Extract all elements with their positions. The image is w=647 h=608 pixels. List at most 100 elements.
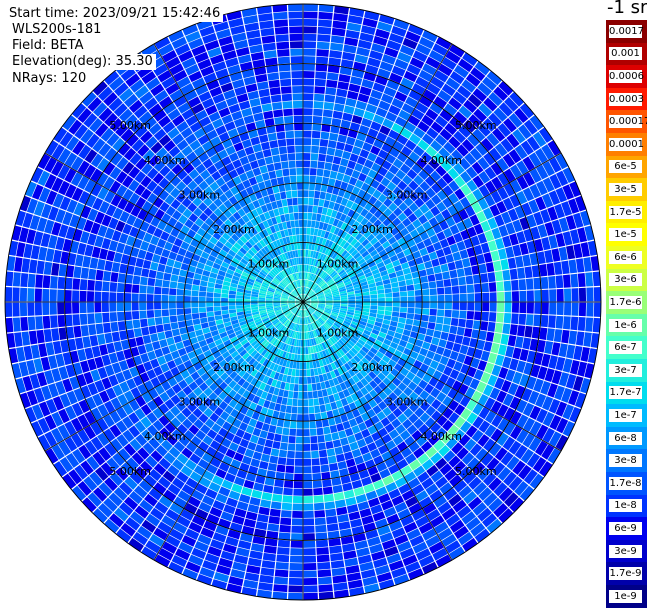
gate-cell xyxy=(420,276,428,283)
gate-cell xyxy=(310,161,317,168)
gate-cell xyxy=(221,306,228,310)
gate-cell xyxy=(5,287,12,301)
gate-cell xyxy=(141,268,149,277)
gate-cell xyxy=(154,287,161,295)
gate-cell xyxy=(174,335,182,343)
gate-cell xyxy=(343,45,356,54)
gate-cell xyxy=(363,305,370,309)
gate-cell xyxy=(303,213,307,220)
gate-cell xyxy=(94,302,101,312)
gate-cell xyxy=(493,261,501,272)
gate-cell xyxy=(342,52,355,61)
gate-cell xyxy=(490,302,497,311)
gate-cell xyxy=(109,302,116,311)
gate-cell xyxy=(317,34,330,42)
gate-cell xyxy=(498,248,507,259)
colorbar-tick-label: 1.7e-5 xyxy=(609,206,642,219)
gate-cell xyxy=(260,568,274,577)
gate-cell xyxy=(329,133,338,141)
gate-cell xyxy=(419,327,427,334)
gate-cell xyxy=(288,153,296,160)
gate-cell xyxy=(259,507,270,516)
gate-cell xyxy=(340,158,349,167)
gate-cell xyxy=(229,302,236,306)
gate-cell xyxy=(159,339,168,348)
gate-cell xyxy=(269,171,277,179)
gate-cell xyxy=(253,113,264,122)
gate-cell xyxy=(444,310,451,318)
gate-cell xyxy=(75,338,84,350)
gate-cell xyxy=(303,518,314,525)
gate-cell xyxy=(294,131,302,138)
gate-cell xyxy=(303,533,314,540)
gate-cell xyxy=(157,332,165,340)
gate-cell xyxy=(557,303,564,316)
gate-cell xyxy=(316,57,328,65)
colorbar-tick-label: 3e-7 xyxy=(609,364,642,377)
gate-cell xyxy=(460,294,467,302)
gate-cell xyxy=(519,291,526,302)
gate-cell xyxy=(251,543,264,552)
gate-cell xyxy=(249,45,262,54)
gate-cell xyxy=(114,252,123,263)
gate-cell xyxy=(498,344,507,355)
gate-cell xyxy=(221,302,228,306)
gate-cell xyxy=(310,421,316,428)
gate-cell xyxy=(300,355,303,362)
gate-cell xyxy=(296,362,300,369)
gate-cell xyxy=(288,436,295,443)
gate-cell xyxy=(72,314,80,325)
gate-cell xyxy=(481,283,489,292)
gate-cell xyxy=(282,503,292,511)
gate-cell xyxy=(294,474,303,481)
gate-cell xyxy=(337,514,349,523)
gate-cell xyxy=(277,419,284,427)
gate-cell xyxy=(296,168,302,175)
gate-cell xyxy=(571,303,578,316)
gate-cell xyxy=(172,329,180,337)
gate-cell xyxy=(312,131,321,138)
gate-cell xyxy=(294,123,303,130)
gate-cell xyxy=(251,304,258,307)
colorbar-tick-label: 0.0003 xyxy=(609,93,642,106)
gate-cell xyxy=(479,264,487,274)
gate-cell xyxy=(393,302,400,307)
gate-cell xyxy=(303,146,311,153)
gate-cell xyxy=(586,303,593,317)
gate-cell xyxy=(431,259,439,267)
gate-cell xyxy=(243,299,250,302)
gate-cell xyxy=(316,547,329,555)
gate-cell xyxy=(370,306,377,310)
gate-cell xyxy=(290,376,295,383)
gate-cell xyxy=(277,465,286,473)
gate-cell xyxy=(286,191,292,198)
gate-cell xyxy=(556,316,564,329)
gate-cell xyxy=(484,341,493,352)
gate-cell xyxy=(318,397,324,405)
gate-cell xyxy=(493,333,501,344)
gate-cell xyxy=(193,319,201,325)
gate-cell xyxy=(303,422,309,429)
colorbar-cell: 6e-7 xyxy=(606,336,647,359)
gate-cell xyxy=(140,319,148,328)
colorbar-cell: 1.7e-5 xyxy=(606,201,647,224)
gate-cell xyxy=(347,435,356,444)
gate-cell xyxy=(392,312,399,317)
gate-cell xyxy=(466,320,474,329)
gate-cell xyxy=(289,578,303,585)
gate-cell xyxy=(332,28,346,37)
gate-cell xyxy=(327,523,339,531)
gate-cell xyxy=(303,131,311,138)
gate-cell xyxy=(118,321,126,331)
range-ring-label: 4.00km xyxy=(144,154,186,167)
gate-cell xyxy=(426,329,434,337)
range-ring-label: 4.00km xyxy=(420,430,462,443)
gate-cell xyxy=(371,302,378,306)
gate-cell xyxy=(522,254,531,266)
gate-cell xyxy=(276,562,289,570)
gate-cell xyxy=(307,369,311,376)
gate-cell xyxy=(519,302,526,313)
gate-cell xyxy=(500,334,509,345)
gate-cell xyxy=(291,71,302,78)
gate-cell xyxy=(324,494,334,502)
